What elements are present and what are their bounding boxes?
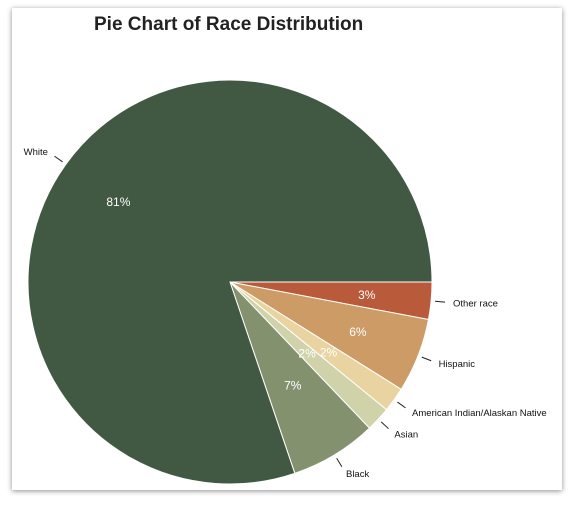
pie-slices bbox=[27, 79, 433, 485]
data-label-american-indian-alaskan-native: 2% bbox=[320, 346, 338, 360]
data-label-black: 7% bbox=[284, 379, 302, 393]
category-label-hispanic: Hispanic bbox=[439, 359, 476, 370]
data-label-hispanic: 6% bbox=[349, 325, 367, 339]
data-label-white: 81% bbox=[106, 195, 130, 209]
leader-lines bbox=[54, 155, 446, 468]
data-label-asian: 2% bbox=[298, 346, 316, 360]
leader-line-hispanic bbox=[421, 356, 432, 362]
leader-line-white bbox=[54, 155, 63, 163]
leader-line-black bbox=[336, 457, 343, 468]
leader-line-other-race bbox=[435, 300, 446, 303]
percentage-labels: 3% 6% 2% 2% 7% 81% bbox=[106, 195, 375, 393]
leader-line-asian bbox=[380, 421, 389, 430]
category-label-white: White bbox=[24, 147, 48, 158]
chart-title: Pie Chart of Race Distribution bbox=[94, 14, 364, 35]
category-label-asian: Asian bbox=[394, 430, 418, 441]
pie-slice-white bbox=[27, 79, 433, 485]
category-label-american-indian-alaskan-native: American Indian/Alaskan Native bbox=[412, 408, 547, 419]
category-labels: Other race Hispanic American Indian/Alaska… bbox=[24, 147, 547, 480]
category-label-black: Black bbox=[346, 469, 369, 480]
data-label-other-race: 3% bbox=[358, 288, 376, 302]
category-label-other-race: Other race bbox=[453, 298, 498, 309]
leader-line-american-indian-alaskan-native bbox=[397, 401, 406, 409]
